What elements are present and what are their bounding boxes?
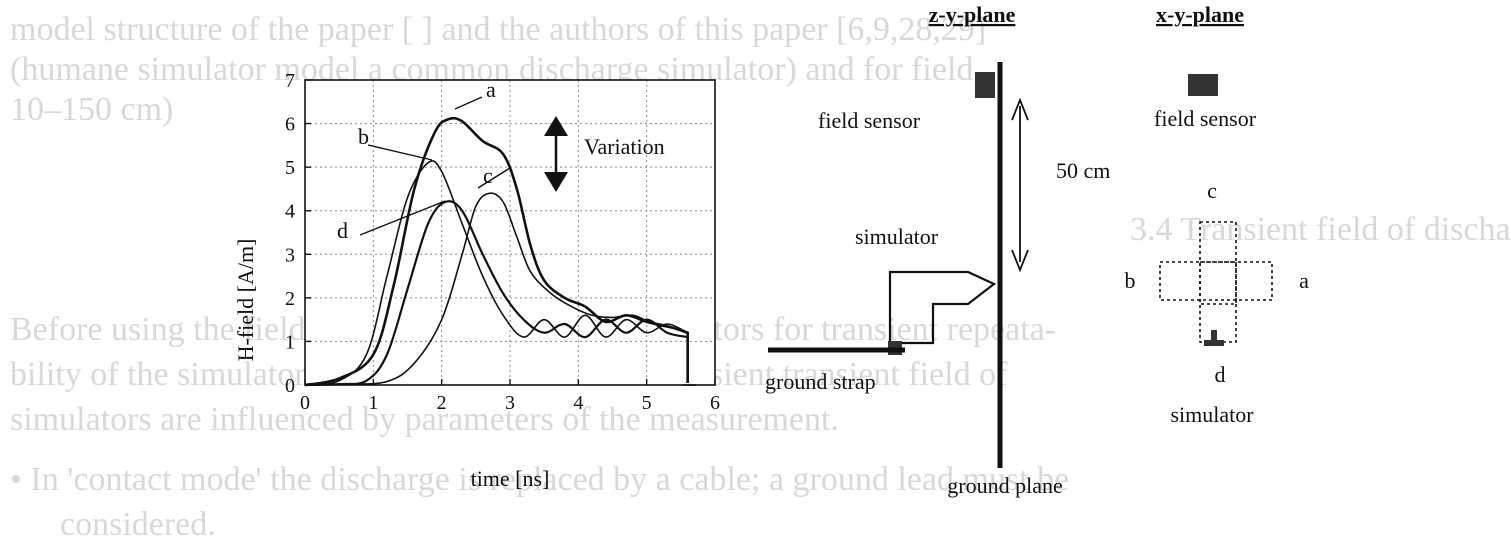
curve-label-c: c	[483, 163, 493, 188]
x-tick-label: 5	[642, 392, 652, 414]
bg-bullet-2: considered.	[60, 506, 216, 543]
ground-plane-label: ground plane	[947, 473, 1062, 498]
y-axis-label: H-field [A/m]	[233, 239, 258, 362]
ground-strap-label: ground strap	[765, 369, 876, 394]
plot-frame	[304, 79, 716, 386]
simulator-xy-label: simulator	[1170, 402, 1254, 427]
y-tick-label: 0	[285, 375, 295, 397]
bg-line-1: model structure of the paper [ ] and the…	[10, 11, 986, 48]
simulator-tip-xy	[1211, 330, 1217, 342]
leader-line-a	[454, 96, 483, 110]
position-label-a: a	[1299, 268, 1309, 293]
distance-label: 50 cm	[1056, 158, 1110, 183]
x-tick-labels: 0 1 2 3 4 5 6	[300, 392, 720, 414]
series-line-c	[304, 192, 689, 386]
series-line-b	[304, 160, 689, 386]
distance-arrow-icon	[1011, 97, 1029, 273]
y-tick-label: 6	[285, 114, 295, 136]
curve-label-d: d	[337, 218, 348, 243]
field-sensor-xy-label: field sensor	[1154, 106, 1257, 131]
x-axis-label: time [ns]	[471, 466, 550, 491]
y-tick-label: 1	[285, 331, 295, 353]
x-tick-label: 0	[300, 392, 310, 414]
leader-line-c	[477, 167, 511, 189]
position-label-b: b	[1125, 268, 1136, 293]
field-sensor-xy	[1188, 74, 1218, 96]
series-line-d	[304, 200, 689, 387]
zy-plane-diagram: z-y-plane field sensor ground plane 50 c…	[765, 2, 1110, 498]
simulator-base-xy	[1204, 340, 1224, 346]
xy-plane-title: x-y-plane	[1156, 2, 1244, 27]
simulator-zy-label: simulator	[855, 224, 939, 249]
y-tick-label: 2	[285, 288, 295, 310]
leader-line-d	[359, 200, 446, 236]
y-tick-label: 3	[285, 244, 295, 266]
xy-plane-diagram: x-y-plane field sensor c b a d simulator	[1125, 2, 1310, 427]
variation-arrow-icon	[544, 116, 568, 192]
field-sensor-zy	[975, 72, 995, 98]
position-label-c: c	[1207, 178, 1217, 203]
x-tick-label: 6	[710, 392, 720, 414]
bg-line-3: 10–150 cm)	[10, 91, 173, 128]
y-tick-label: 4	[285, 201, 295, 223]
curve-label-a: a	[486, 77, 496, 102]
y-tick-label: 5	[285, 157, 295, 179]
bg-bullet: • In 'contact mode' the discharge is rep…	[10, 461, 1069, 498]
series-lines	[304, 116, 696, 387]
x-tick-label: 3	[505, 392, 515, 414]
leader-line-b	[367, 144, 433, 161]
variation-annotation: Variation	[584, 134, 665, 159]
y-tick-labels: 0 1 2 3 4 5 6 7	[285, 70, 295, 397]
zy-plane-title: z-y-plane	[929, 2, 1016, 27]
y-tick-label: 7	[285, 70, 295, 92]
x-tick-label: 1	[368, 392, 378, 414]
field-sensor-zy-label: field sensor	[818, 108, 921, 133]
curve-label-b: b	[358, 124, 369, 149]
h-field-chart: 0 1 2 3 4 5 6 0 1 2 3 4 5 6 7 time [ns] H-field [A/m]…	[233, 70, 720, 491]
position-b-a-outline	[1159, 261, 1273, 301]
position-label-d: d	[1215, 362, 1226, 387]
x-tick-label: 4	[573, 392, 583, 414]
x-tick-label: 2	[437, 392, 447, 414]
position-d-outline	[1199, 261, 1237, 343]
bg-heading: 3.4 Transient field of discharge	[1130, 211, 1511, 248]
bg-para-3: simulators are influenced by parameters …	[10, 401, 839, 438]
simulator-zy-shape	[888, 270, 997, 345]
